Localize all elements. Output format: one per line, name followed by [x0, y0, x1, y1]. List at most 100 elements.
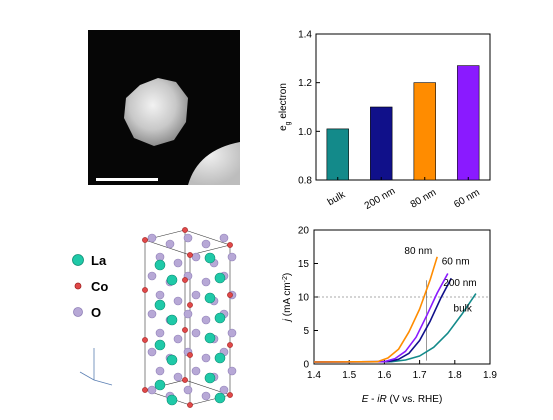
legend: La Co O: [72, 253, 108, 320]
legend-o-marker: [73, 307, 83, 317]
oxygen-atom: [155, 366, 165, 376]
oxygen-atom: [183, 233, 193, 243]
lanthanum-atom: [204, 292, 216, 304]
oxygen-atom: [201, 353, 211, 363]
bar-80-nm: [413, 82, 436, 181]
lanthanum-atom: [154, 299, 166, 311]
oxygen-atom: [191, 290, 201, 300]
neighbor-particle: [188, 142, 240, 185]
bar-200-nm: [370, 106, 393, 181]
legend-co-marker: [74, 282, 82, 290]
series-200-nm: [313, 277, 453, 363]
legend-o-label: O: [91, 305, 101, 320]
oxygen-atom: [183, 309, 193, 319]
cobalt-atom: [187, 302, 193, 308]
lattice: [142, 227, 237, 408]
lanthanum-atom: [166, 394, 178, 406]
lanthanum-atom: [204, 332, 216, 344]
oxygen-atom: [147, 271, 157, 281]
legend-la-label: La: [91, 253, 107, 268]
cobalt-atom: [227, 242, 233, 248]
lanthanum-atom: [214, 272, 226, 284]
cobalt-atom: [187, 352, 193, 358]
bar-xtick-label: bulk: [326, 189, 348, 208]
cobalt-atom: [182, 227, 188, 233]
series-label-bulk: bulk: [454, 304, 473, 315]
series-bulk: [313, 293, 477, 363]
bar-plot-frame: [315, 33, 491, 181]
oxygen-atom: [201, 277, 211, 287]
lsv-xtick-label: 1.4: [307, 370, 321, 381]
cobalt-atom: [142, 337, 148, 343]
bar-ylabel: eg electron: [278, 83, 292, 131]
legend-la-marker: [72, 254, 84, 266]
lsv-ytick-label: 5: [303, 326, 309, 337]
oxygen-atom: [227, 252, 237, 262]
series-label-200-nm: 200 nm: [443, 278, 476, 289]
lanthanum-atom: [214, 392, 226, 404]
lanthanum-atom: [166, 314, 178, 326]
oxygen-atom: [201, 239, 211, 249]
oxygen-atom: [155, 290, 165, 300]
lsv-ytick-label: 15: [298, 259, 310, 270]
oxygen-atom: [227, 328, 237, 338]
lanthanum-atom: [204, 252, 216, 264]
oxygen-atom: [191, 252, 201, 262]
oxygen-atom: [201, 391, 211, 401]
axis-triad: [79, 348, 113, 386]
cobalt-atom: [182, 327, 188, 333]
bar-60-nm: [457, 65, 480, 181]
eg-bar-chart: eg electron 0.8 1.0 1.2 1.4 bulk 200 nm 80 nm 6…: [270, 20, 500, 212]
oxygen-atom: [173, 334, 183, 344]
bar-ytick-label: 1.4: [298, 30, 312, 41]
oxygen-atom: [147, 233, 157, 243]
lsv-ytick-label: 0: [303, 360, 309, 371]
oxygen-atom: [191, 328, 201, 338]
bar-ytick-label: 1.2: [298, 78, 312, 89]
bar-bulk: [326, 128, 349, 181]
lanthanum-atom: [166, 354, 178, 366]
lanthanum-atom: [154, 339, 166, 351]
lanthanum-atom: [204, 372, 216, 384]
series-80-nm: [313, 256, 438, 363]
oxygen-atom: [173, 258, 183, 268]
oxygen-atom: [165, 239, 175, 249]
cobalt-atom: [142, 287, 148, 293]
oxygen-atom: [219, 233, 229, 243]
lanthanum-atom: [154, 379, 166, 391]
lsv-xtick-label: 1.6: [377, 370, 391, 381]
series-label-80-nm: 80 nm: [404, 246, 432, 257]
oxygen-atom: [147, 347, 157, 357]
polarization-chart: j (mA cm-2) E - iR (V vs. RHE) 1.4 1.5 1.6…: [270, 218, 500, 415]
series-60-nm: [313, 273, 449, 363]
cobalt-atom: [182, 277, 188, 283]
oxygen-atom: [173, 372, 183, 382]
lsv-chart-svg: j (mA cm-2) E - iR (V vs. RHE) 1.4 1.5 1.6…: [282, 226, 498, 406]
oxygen-atom: [227, 366, 237, 376]
nanoparticle: [124, 78, 188, 146]
cobalt-atom: [187, 252, 193, 258]
oxygen-atom: [219, 385, 229, 395]
cobalt-atom: [187, 402, 193, 408]
oxygen-atom: [147, 385, 157, 395]
lsv-xtick-label: 1.5: [342, 370, 356, 381]
scale-bar: [96, 178, 158, 181]
cobalt-atom: [227, 342, 233, 348]
lanthanum-atom: [214, 352, 226, 364]
cobalt-atom: [142, 387, 148, 393]
tem-image: [88, 30, 240, 185]
oxygen-atom: [155, 328, 165, 338]
lanthanum-atom: [154, 259, 166, 271]
oxygen-atom: [173, 296, 183, 306]
lsv-ytick-label: 20: [298, 226, 310, 237]
cobalt-atom: [227, 292, 233, 298]
cobalt-atom: [182, 377, 188, 383]
crystal-svg: La Co O: [72, 227, 237, 408]
cell-edge: [144, 239, 191, 256]
lsv-xtick-label: 1.8: [448, 370, 462, 381]
tem-micrograph: [88, 30, 240, 185]
bar-xtick-label: 80 nm: [409, 187, 439, 210]
series-label-60-nm: 60 nm: [442, 257, 470, 268]
oxygen-atom: [201, 315, 211, 325]
bar-ytick-label: 1.0: [298, 127, 312, 138]
